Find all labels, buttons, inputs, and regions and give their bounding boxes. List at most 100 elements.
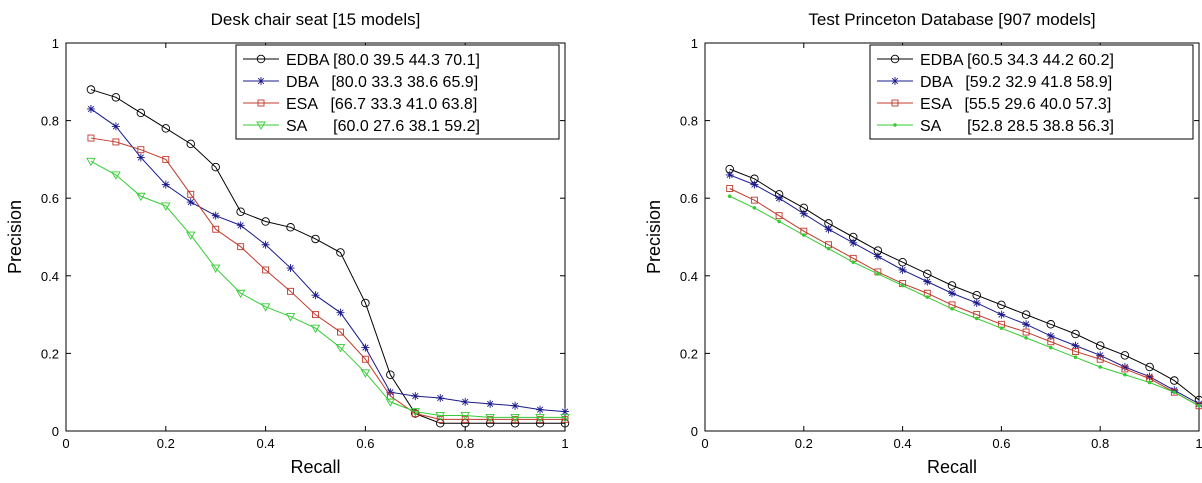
data-point	[211, 162, 220, 172]
data-point	[1096, 355, 1104, 363]
x-tick-label: 1	[1195, 436, 1202, 451]
legend-marker	[893, 123, 897, 127]
data-point	[435, 412, 446, 421]
legend-marker	[256, 121, 266, 130]
data-point	[1071, 341, 1080, 350]
data-point	[136, 192, 146, 202]
data-point	[775, 212, 783, 220]
data-point	[186, 198, 195, 207]
y-tick-label: 0.6	[680, 191, 698, 206]
data-point	[486, 415, 494, 423]
data-point	[1072, 348, 1079, 355]
data-point	[727, 194, 732, 199]
data-point	[211, 211, 220, 220]
data-point	[286, 223, 295, 232]
series-line	[90, 108, 566, 413]
x-axis-label: Recall	[927, 457, 977, 477]
data-point	[561, 407, 569, 416]
data-point	[485, 413, 495, 423]
series-line	[729, 168, 1200, 401]
data-point	[136, 108, 146, 118]
data-point	[1022, 320, 1031, 329]
x-tick-label: 0.4	[257, 436, 275, 451]
legend-marker	[256, 54, 266, 64]
data-point	[1096, 351, 1105, 360]
legend-label-edba: EDBA [80.0 39.5 44.3 70.1]	[286, 52, 480, 69]
series-sa	[86, 157, 570, 423]
series-line	[729, 188, 1200, 407]
data-point	[974, 316, 979, 321]
data-point	[1047, 338, 1055, 346]
data-point	[1145, 362, 1154, 372]
data-point	[876, 272, 880, 276]
data-point	[560, 413, 570, 423]
y-tick-label: 0	[691, 424, 698, 439]
data-point	[801, 233, 806, 237]
data-point	[1195, 399, 1202, 408]
series-dba	[86, 104, 569, 416]
data-point	[510, 413, 520, 423]
y-tick-label: 0.4	[680, 269, 698, 284]
series-edba	[725, 164, 1202, 405]
data-point	[849, 238, 858, 247]
data-point	[1021, 310, 1031, 319]
data-point	[410, 408, 421, 417]
y-tick-label: 1	[52, 36, 59, 51]
series-esa	[87, 134, 569, 423]
data-point	[161, 180, 170, 189]
data-point	[536, 405, 545, 414]
data-point	[750, 196, 758, 204]
data-point	[361, 298, 370, 308]
data-point	[386, 388, 395, 397]
data-point	[925, 295, 930, 299]
x-tick-label: 0	[62, 436, 69, 451]
data-point	[1121, 365, 1129, 373]
data-point	[511, 415, 519, 423]
data-point	[111, 122, 120, 131]
data-point	[486, 399, 495, 408]
plot-area	[704, 42, 1200, 432]
data-point	[236, 221, 245, 230]
data-point	[561, 415, 569, 423]
data-point	[236, 207, 245, 217]
data-point	[1022, 328, 1030, 336]
y-axis-label: Precision	[5, 200, 25, 274]
data-point	[136, 153, 145, 162]
data-point	[999, 326, 1004, 331]
data-point	[336, 248, 345, 257]
data-point	[1170, 388, 1178, 396]
data-point	[111, 171, 121, 180]
data-point	[162, 155, 170, 163]
data-point	[210, 264, 221, 273]
data-point	[386, 370, 395, 379]
data-point	[900, 283, 905, 288]
data-point	[185, 231, 196, 240]
data-point	[112, 138, 120, 146]
data-point	[111, 93, 121, 102]
data-point	[1046, 320, 1056, 329]
data-point	[86, 85, 96, 94]
data-point	[235, 289, 246, 299]
legend-marker	[891, 99, 899, 107]
y-tick-label: 0.4	[41, 269, 59, 284]
data-point	[411, 392, 420, 401]
data-point	[461, 415, 469, 423]
data-point	[411, 410, 419, 417]
legend-label-sa: SA [60.0 27.6 38.1 59.2]	[286, 118, 480, 135]
x-tick-label: 0	[701, 436, 708, 451]
data-point	[161, 124, 171, 133]
legend: EDBA [60.5 34.3 44.2 60.2] DBA [59.2 32.9…	[869, 44, 1194, 140]
series-line	[729, 174, 1200, 405]
data-point	[385, 398, 396, 407]
x-tick-label: 0.2	[795, 436, 813, 451]
data-point	[1071, 329, 1080, 339]
legend-label-dba: DBA [59.2 32.9 41.8 58.9]	[920, 74, 1112, 91]
data-point	[1120, 362, 1129, 371]
data-point	[436, 394, 445, 403]
data-point	[777, 219, 781, 224]
data-point	[311, 234, 320, 244]
data-point	[261, 240, 270, 249]
data-point	[187, 190, 195, 198]
data-point	[851, 260, 856, 265]
